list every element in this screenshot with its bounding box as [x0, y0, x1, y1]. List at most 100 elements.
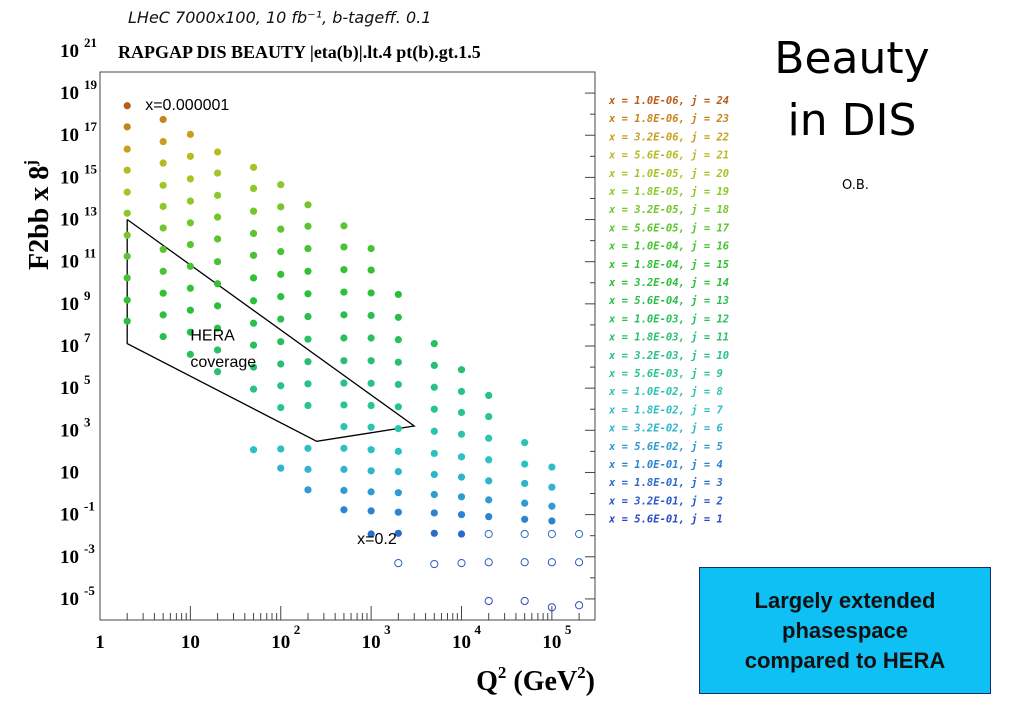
data-point	[249, 251, 258, 259]
data-point	[340, 465, 348, 473]
axis-ticks	[99, 71, 596, 621]
data-point	[304, 444, 312, 452]
plot-frame	[99, 71, 596, 621]
data-point	[304, 465, 312, 473]
series-6	[123, 181, 285, 217]
data-point	[277, 293, 285, 301]
data-point	[213, 368, 222, 376]
svg-text:10: 10	[60, 589, 79, 610]
data-point	[340, 444, 348, 452]
data-point	[249, 385, 258, 393]
data-point	[159, 245, 167, 254]
series-8	[123, 222, 348, 260]
data-point	[249, 297, 258, 305]
legend-entry: x = 1.0E-04, j = 16	[608, 241, 729, 253]
legend-entry: x = 3.2E-04, j = 14	[608, 277, 729, 289]
svg-text:19: 19	[84, 77, 98, 92]
data-point	[394, 403, 402, 411]
data-point	[367, 311, 375, 320]
data-point	[574, 558, 584, 567]
y-tick-label: 10 -1	[60, 499, 95, 526]
selection-info-line: RAPGAP DIS BEAUTY |eta(b)|.lt.4 pt(b).gt…	[118, 42, 481, 62]
series-12	[159, 311, 402, 341]
data-point	[213, 213, 222, 221]
data-point	[186, 130, 194, 138]
run-info-line: LHeC 7000x100, 10 fb⁻¹, b-tageff. 0.1	[128, 8, 432, 27]
data-point	[457, 366, 466, 374]
legend-entry: x = 1.8E-03, j = 11	[608, 332, 729, 344]
data-point	[430, 339, 438, 348]
data-point	[457, 430, 466, 438]
data-point	[521, 460, 529, 468]
series-23	[394, 558, 584, 569]
series-10	[123, 266, 375, 304]
svg-text:10: 10	[60, 462, 79, 483]
data-point	[186, 284, 194, 292]
data-point	[521, 479, 529, 488]
data-point	[340, 288, 348, 296]
series-3	[123, 130, 194, 153]
y-tick-label: 10 11	[60, 246, 96, 273]
data-point	[159, 181, 167, 189]
series-5	[123, 163, 258, 196]
y-tick-label: 10 -5	[60, 583, 95, 610]
slide-title-line-1: Beauty	[774, 33, 930, 84]
data-point	[430, 559, 439, 569]
data-point	[485, 434, 493, 442]
svg-text:3: 3	[384, 622, 391, 637]
svg-text:10: 10	[60, 210, 79, 231]
data-point	[277, 403, 285, 412]
data-point	[213, 169, 222, 177]
svg-text:4: 4	[475, 622, 482, 637]
data-point	[277, 315, 285, 323]
data-point	[548, 463, 556, 471]
data-point	[485, 391, 493, 400]
data-point	[430, 427, 438, 435]
data-point	[521, 515, 529, 523]
annotation-label: x=0.2	[357, 531, 397, 548]
series-9	[123, 243, 375, 282]
svg-text:7: 7	[84, 330, 91, 345]
data-point	[430, 361, 438, 370]
data-point	[548, 502, 556, 510]
data-point	[340, 357, 348, 365]
data-point	[213, 191, 222, 199]
data-point	[367, 446, 375, 454]
data-point	[213, 302, 222, 310]
svg-text:10: 10	[60, 420, 79, 441]
series-24	[484, 596, 584, 612]
data-point	[394, 467, 402, 476]
data-point	[159, 289, 167, 297]
svg-text:21: 21	[84, 35, 97, 50]
data-point	[394, 380, 402, 389]
data-point	[249, 274, 258, 282]
data-point	[304, 335, 312, 343]
data-point	[394, 508, 402, 516]
svg-text:10: 10	[60, 167, 79, 188]
data-point	[340, 422, 348, 431]
data-point	[186, 152, 194, 160]
legend-entry: x = 1.8E-05, j = 19	[608, 186, 729, 198]
annotation-label: x=0.000001	[145, 97, 229, 114]
svg-text:13: 13	[84, 204, 98, 219]
legend-entry: x = 3.2E-06, j = 22	[608, 131, 729, 143]
data-point	[213, 258, 222, 266]
data-point	[249, 184, 258, 193]
data-point	[186, 219, 194, 227]
legend-entry: x = 1.0E-01, j = 4	[608, 459, 723, 471]
series-1	[123, 102, 131, 110]
svg-text:10: 10	[60, 125, 79, 146]
data-point	[457, 453, 466, 461]
data-point	[159, 332, 167, 341]
data-point	[485, 456, 493, 464]
series-20	[304, 486, 556, 510]
data-point	[277, 338, 285, 346]
data-point	[340, 311, 348, 319]
y-axis-label: F2bb x 8j	[21, 160, 55, 270]
legend: x = 1.0E-06, j = 24 x = 1.8E-06, j = 23 x …	[608, 95, 730, 526]
data-point	[123, 145, 131, 153]
y-tick-label: 10 9	[60, 288, 91, 315]
series-4	[123, 148, 222, 174]
data-point	[340, 222, 348, 230]
